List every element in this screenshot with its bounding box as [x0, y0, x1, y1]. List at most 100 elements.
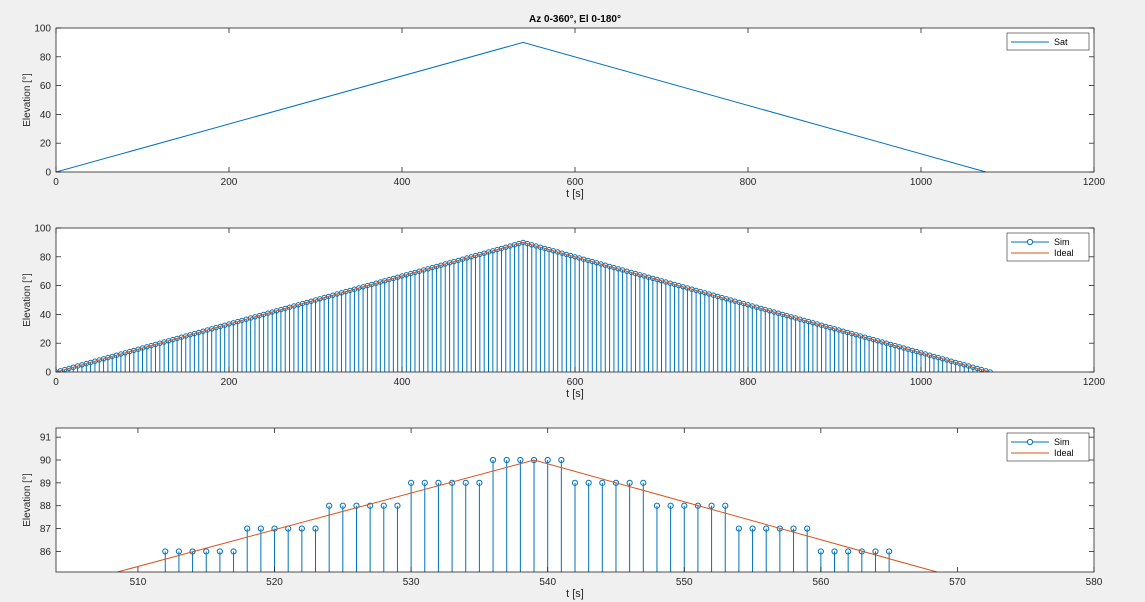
y-tick-label: 40 [40, 310, 52, 321]
stem-marker [681, 502, 688, 509]
x-tick-label: 510 [130, 577, 147, 588]
chart-1: 0 200 400 600 800 1000 1200 0 20 40 60 80 100 t [s] El… [22, 14, 1106, 200]
stem-marker [162, 548, 169, 555]
y-tick-label: 20 [40, 339, 52, 350]
x-axis-label: t [s] [566, 188, 584, 200]
y-axis-label: Elevation [°] [22, 73, 33, 127]
chart-title: Az 0-360°, El 0-180° [529, 14, 621, 25]
stem-marker [708, 502, 715, 509]
stem-marker [667, 502, 674, 509]
x-tick-label: 800 [740, 377, 757, 388]
stem-marker [408, 479, 415, 486]
stem-marker [257, 525, 264, 532]
stem-marker [203, 548, 210, 555]
stem-marker [804, 525, 811, 532]
plot-area [56, 28, 1094, 172]
legend-label-ideal: Ideal [1054, 248, 1074, 258]
x-tick-label: 520 [266, 577, 283, 588]
stem-marker [790, 525, 797, 532]
x-tick-label: 400 [394, 377, 411, 388]
stem-marker [530, 456, 538, 464]
series-line [56, 241, 991, 372]
x-tick-label: 200 [221, 177, 238, 188]
y-tick-label: 86 [40, 547, 52, 558]
x-tick-label: 560 [812, 577, 829, 588]
stem-marker [831, 548, 838, 555]
x-tick-label: 0 [53, 377, 59, 388]
series-ideal [56, 241, 991, 372]
x-tick-label: 530 [403, 577, 420, 588]
stem-marker [380, 502, 387, 509]
stem-marker [626, 479, 633, 486]
stem-marker [817, 548, 824, 555]
plot-content [56, 239, 993, 372]
legend-box [1006, 232, 1090, 262]
stem-marker [175, 548, 183, 555]
stem-marker [886, 548, 893, 555]
chart-3: 510 520 530 540 550 560 570 580 86 87 88 89 90 91 t [s… [22, 427, 1103, 600]
stem-marker [872, 548, 879, 555]
series-sim [56, 239, 993, 372]
legend-marker-sim [1026, 238, 1034, 246]
y-tick-label: 100 [34, 224, 51, 235]
series-sat [56, 41, 987, 172]
stem-marker [612, 479, 620, 486]
stem-marker [230, 548, 237, 555]
stem-marker [489, 456, 497, 464]
x-tick-label: 580 [1086, 577, 1103, 588]
y-tick-label: 100 [34, 24, 51, 35]
y-tick-label: 0 [45, 368, 51, 379]
stem-marker [353, 502, 360, 509]
y-tick-label: 80 [40, 52, 52, 63]
stem-marker [476, 479, 483, 486]
x-tick-label: 1000 [910, 377, 933, 388]
stem-marker [462, 479, 469, 486]
series-line [56, 41, 987, 172]
stem-marker [558, 456, 565, 464]
x-tick-label: 800 [740, 177, 757, 188]
stem-marker [694, 502, 702, 509]
stem-marker [653, 502, 661, 509]
legend: Sat [1006, 32, 1090, 51]
y-axis-label: Elevation [°] [22, 473, 33, 527]
y-tick-label: 91 [40, 433, 52, 444]
series-ideal [117, 459, 938, 572]
stem-marker [722, 502, 729, 509]
stem-marker [599, 479, 606, 486]
x-tick-label: 550 [676, 577, 693, 588]
legend-box [1006, 432, 1090, 462]
series-line [117, 459, 938, 572]
x-tick-label: 600 [567, 377, 584, 388]
y-tick-label: 89 [40, 478, 52, 489]
legend-label-ideal: Ideal [1054, 448, 1074, 458]
axes-box [55, 427, 1095, 573]
x-tick-label: 400 [394, 177, 411, 188]
legend-label-sim: Sim [1054, 437, 1070, 447]
stem-marker [749, 525, 756, 532]
stem-marker [298, 525, 305, 532]
stem-marker [845, 548, 852, 555]
y-tick-label: 40 [40, 110, 52, 121]
stem-marker [763, 525, 770, 532]
chart-2: 0 200 400 600 800 1000 1200 0 20 40 60 80 100 t [s] El… [22, 224, 1106, 401]
stem-marker [585, 479, 592, 486]
stem-marker [735, 525, 742, 532]
stem-marker [640, 479, 647, 486]
y-tick-label: 88 [40, 501, 52, 512]
x-axis-label: t [s] [566, 588, 584, 600]
y-tick-label: 60 [40, 281, 52, 292]
y-tick-label: 60 [40, 81, 52, 92]
x-tick-label: 1200 [1083, 177, 1106, 188]
x-tick-label: 570 [949, 577, 966, 588]
x-tick-label: 1000 [910, 177, 933, 188]
stem-marker [394, 502, 401, 509]
stem-marker [339, 502, 346, 509]
stem-marker [503, 456, 510, 464]
stem-marker [216, 548, 223, 555]
x-tick-label: 0 [53, 177, 59, 188]
stem-marker [517, 456, 524, 464]
plot-content [117, 456, 938, 572]
